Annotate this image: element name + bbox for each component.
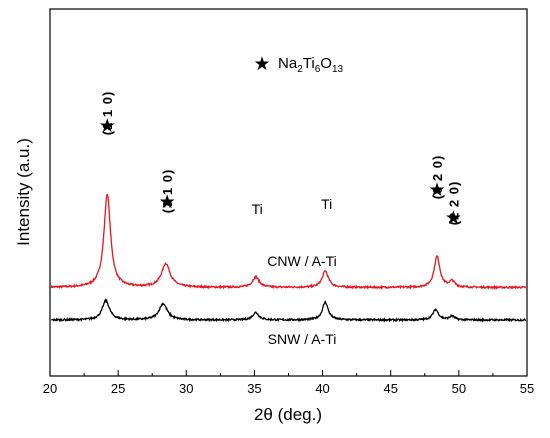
x-tick-label: 55 <box>520 381 534 396</box>
star-icon: ★ <box>429 180 446 201</box>
series-group: CNW / A-Ti SNW / A-Ti <box>50 193 527 347</box>
series-line-0 <box>50 193 527 291</box>
phase-label: Ti <box>252 201 263 217</box>
x-tick-label: 35 <box>247 381 261 396</box>
star-icon: ★ <box>99 116 116 137</box>
x-axis-ticks: 20 25 30 35 40 45 50 55 <box>43 370 534 396</box>
x-tick-label: 30 <box>179 381 193 396</box>
legend-star-icon: ★ <box>253 54 270 75</box>
phase-label: Ti <box>321 196 332 212</box>
series-label: CNW / A-Ti <box>267 253 336 269</box>
x-tick-label: 45 <box>383 381 397 396</box>
miller-index-label: (0 2 0) <box>430 155 445 200</box>
x-axis-title: 2θ (deg.) <box>254 405 322 424</box>
star-icon: ★ <box>445 208 462 229</box>
annotation-group: ★(1 1 0)★(3 1 0) Ti Ti★(0 2 0)★(2 2 0) <box>99 91 462 229</box>
star-icon: ★ <box>159 192 176 213</box>
x-tick-label: 40 <box>315 381 329 396</box>
series-label: SNW / A-Ti <box>268 331 337 347</box>
y-axis-title: Intensity (a.u.) <box>14 138 33 246</box>
series-line-1 <box>50 298 527 323</box>
miller-index-label: (3 1 0) <box>160 169 175 214</box>
x-tick-label: 50 <box>452 381 466 396</box>
miller-index-label: (1 1 0) <box>100 91 115 136</box>
legend-formula: Na2Ti6O13 <box>278 55 343 75</box>
x-tick-label: 25 <box>111 381 125 396</box>
x-tick-label: 20 <box>43 381 57 396</box>
miller-index-label: (2 2 0) <box>446 181 461 226</box>
legend: ★ Na2Ti6O13 <box>253 54 343 75</box>
